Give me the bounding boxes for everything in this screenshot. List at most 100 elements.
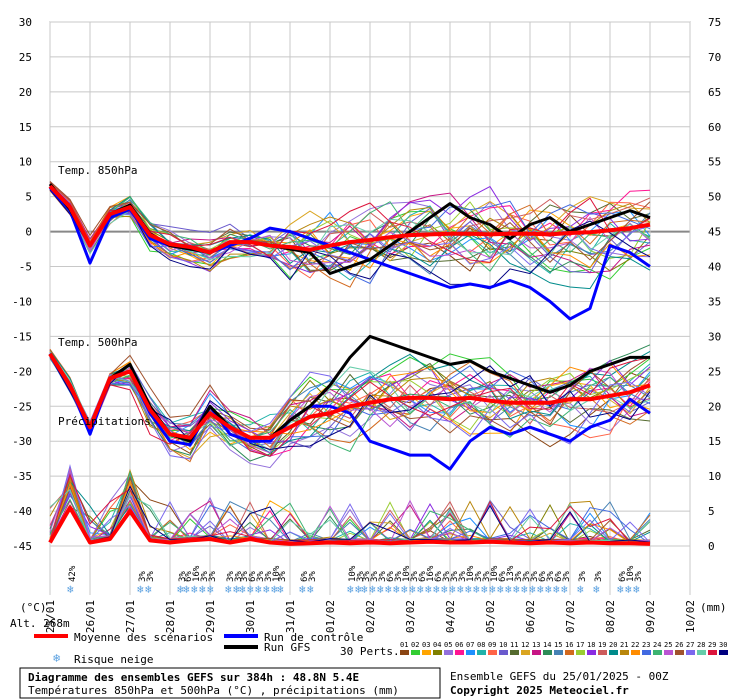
snowflake-icon: ❄ — [465, 583, 472, 596]
t500-mean-line — [48, 352, 651, 440]
pert-swatch — [675, 650, 684, 655]
pert-precip-line — [49, 473, 651, 544]
snowflake-icon: ❄ — [393, 583, 400, 596]
snowflake-icon: ❄ — [137, 583, 144, 596]
pert-number: 21 — [620, 641, 628, 649]
chart-title: Diagramme des ensembles GEFS sur 384h : … — [28, 671, 359, 684]
snow-risk-pct: 3% — [634, 571, 644, 582]
right-tick-label: 65 — [708, 86, 721, 99]
right-tick-label: 25 — [708, 365, 721, 378]
date-label: 28/01 — [164, 600, 177, 633]
pert-t850-line — [49, 189, 651, 290]
right-tick-label: 5 — [708, 505, 715, 518]
left-tick-label: 0 — [25, 226, 32, 239]
snowflake-icon: ❄ — [347, 583, 354, 596]
pert-number: 29 — [708, 641, 716, 649]
snow-risk-pct: 42% — [68, 565, 78, 582]
left-tick-label: 15 — [19, 121, 32, 134]
snowflake-icon: ❄ — [183, 583, 190, 596]
snowflake-icon: ❄ — [263, 583, 270, 596]
snowflake-icon: ❄ — [307, 583, 314, 596]
snowflake-icon: ❄ — [553, 583, 560, 596]
date-label: 05/02 — [484, 600, 497, 633]
altitude-label: Alt. 268m — [10, 617, 70, 630]
snowflake-icon: ❄ — [199, 583, 206, 596]
snowflake-icon: ❄ — [497, 583, 504, 596]
snow-risk-pct: 10% — [490, 565, 500, 582]
pert-number: 17 — [576, 641, 584, 649]
date-label: 03/02 — [404, 600, 417, 633]
date-label: 09/02 — [644, 600, 657, 633]
legend-snow: Risque neige — [74, 653, 153, 666]
t850-mean-line — [48, 184, 651, 255]
date-axis-labels: 25/01 26/01 27/01 28/01 29/01 30/01 31/01 01/02… — [44, 600, 697, 633]
pert-swatch — [466, 650, 475, 655]
pert-swatch — [697, 650, 706, 655]
pert-swatch — [719, 650, 728, 655]
snow-risk-pct: 6% — [248, 571, 258, 582]
pert-swatch — [598, 650, 607, 655]
snow-risk-pct: 3% — [450, 571, 460, 582]
pert-swatch — [510, 650, 519, 655]
date-label: 26/01 — [84, 600, 97, 633]
snow-risk-pct: 3% — [378, 571, 388, 582]
date-label: 27/01 — [124, 600, 137, 633]
snowflake-icon: ❄ — [207, 583, 214, 596]
legend-mean-swatch — [34, 634, 68, 638]
pert-swatch — [620, 650, 629, 655]
pert-number: 22 — [631, 641, 639, 649]
pert-number: 18 — [587, 641, 595, 649]
left-tick-label: -30 — [12, 435, 32, 448]
pert-swatch — [532, 650, 541, 655]
snowflake-icon: ❄ — [489, 583, 496, 596]
main-series-lines — [48, 183, 651, 546]
pert-number: 30 — [719, 641, 727, 649]
date-label: 25/01 — [44, 600, 57, 633]
snow-risk-pct: 3% — [308, 571, 318, 582]
snow-risk-pct: 3% — [208, 571, 218, 582]
pert-swatch — [631, 650, 640, 655]
pert-swatch — [686, 650, 695, 655]
snowflake-icon: ❄ — [225, 583, 232, 596]
snow-risk-pct: 3% — [146, 571, 156, 582]
pert-number: 19 — [598, 641, 606, 649]
snow-risk-pct: 3% — [482, 571, 492, 582]
right-tick-label: 75 — [708, 16, 721, 29]
snow-risk-row: 42%❄3%❄3%❄3%❄6%❄16%❄3%❄3%❄3%❄3%❄3%❄6%❄3%… — [67, 565, 644, 596]
left-tick-label: 20 — [19, 86, 32, 99]
snow-risk-pct: 3% — [234, 571, 244, 582]
snowflake-icon: ❄ — [505, 583, 512, 596]
snowflake-icon: ❄ — [255, 583, 262, 596]
date-label: 06/02 — [524, 600, 537, 633]
snow-risk-pct: 3% — [578, 571, 588, 582]
snow-risk-pct: 3% — [514, 571, 524, 582]
pert-t850-line — [49, 188, 651, 280]
date-label: 29/01 — [204, 600, 217, 633]
legend-control: Run de contrôle — [264, 631, 363, 644]
chart-subtitle: Températures 850hPa et 500hPa (°C) , pré… — [28, 684, 399, 697]
pert-swatch — [653, 650, 662, 655]
snowflake-icon: ❄ — [473, 583, 480, 596]
snow-risk-pct: 3% — [264, 571, 274, 582]
pert-swatch — [444, 650, 453, 655]
snowflake-icon: ❄ — [409, 583, 416, 596]
snowflake-icon: ❄ — [177, 583, 184, 596]
snowflake-icon: ❄ — [457, 583, 464, 596]
pert-t500-line — [49, 351, 651, 434]
date-label: 07/02 — [564, 600, 577, 633]
pert-number: 26 — [675, 641, 683, 649]
snowflake-icon: ❄ — [239, 583, 246, 596]
snowflake-icon: ❄ — [561, 583, 568, 596]
snow-risk-pct: 3% — [530, 571, 540, 582]
snow-risk-pct: 3% — [200, 571, 210, 582]
snow-risk-pct: 6% — [618, 571, 628, 582]
left-tick-label: -5 — [19, 261, 32, 274]
pert-t500-line — [49, 353, 651, 457]
snow-risk-pct: 3% — [240, 571, 250, 582]
pert-number: 09 — [488, 641, 496, 649]
pert-number: 12 — [521, 641, 529, 649]
snow-risk-pct: 3% — [474, 571, 484, 582]
snow-risk-pct: 6% — [386, 571, 396, 582]
